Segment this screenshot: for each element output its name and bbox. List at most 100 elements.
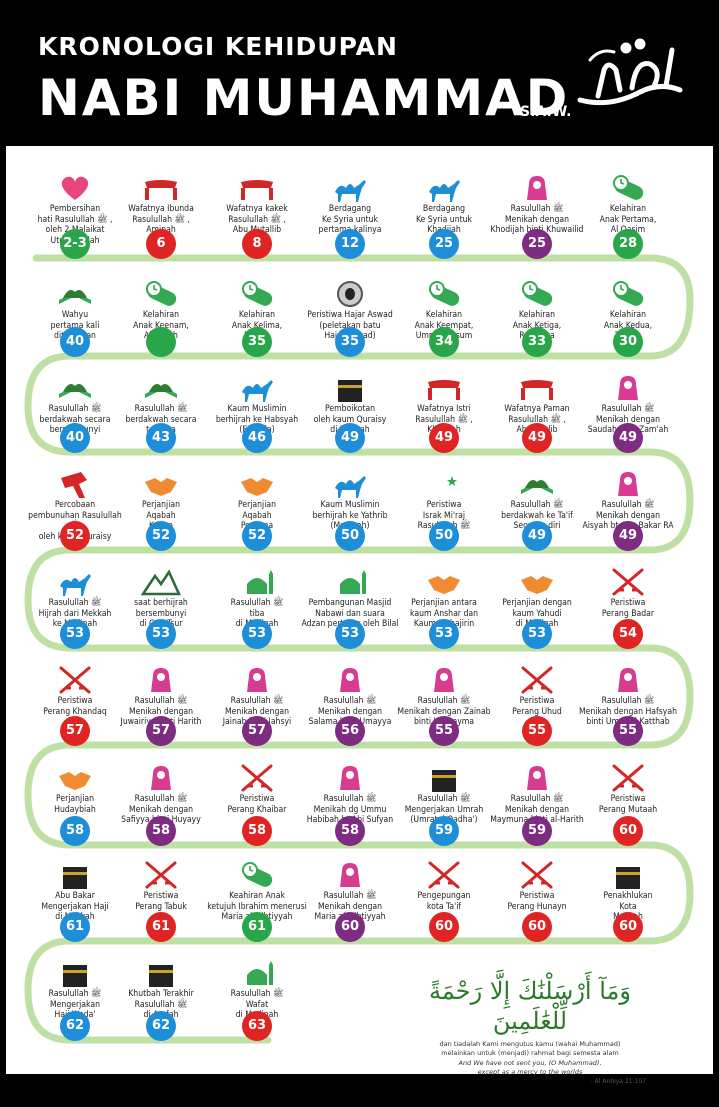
age-badge: 8	[242, 229, 272, 259]
timeline-event: Rasulullah ﷺ berdakwah ke Ta'if Seorang …	[492, 468, 582, 618]
timeline-event: Rasulullah ﷺ Mengerjakan Umrah (Umratul …	[399, 762, 489, 912]
title-line-2: NABI MUHAMMAD	[38, 69, 570, 127]
bride-icon	[247, 668, 267, 692]
timeline-event: Kaum Muslimin berhijrah ke Habsyah (Etho…	[212, 372, 302, 522]
verse-english: And We have not sent you, (O Muhammad), …	[458, 1059, 602, 1076]
timeline-event: Peristiwa Perang Badar 54	[583, 566, 673, 716]
event-label: Wafatnya kakek Rasulullah ﷺ , Abu Mutall…	[226, 204, 288, 235]
age-badge: 58	[60, 816, 90, 846]
timeline-event: Rasulullah ﷺ Menikah dengan Jainab binti…	[212, 664, 302, 814]
age-badge: 53	[335, 619, 365, 649]
age-badge	[146, 327, 176, 357]
kaaba-icon	[63, 867, 87, 889]
age-badge: 53	[60, 619, 90, 649]
handshake-icon	[428, 576, 460, 594]
handshake-icon	[59, 772, 91, 790]
age-badge: 49	[335, 423, 365, 453]
header: KRONOLOGI KEHIDUPAN NABI MUHAMMAD S.A.W.	[0, 0, 719, 146]
timeline-event: Peristiwa Perang Uhud 55	[492, 664, 582, 814]
timeline-event: Berdagang Ke Syria untuk pertama kalinya…	[305, 172, 395, 322]
event-label: Peristiwa Perang Khandaq	[43, 696, 107, 717]
swords-icon	[241, 764, 273, 792]
swords-icon	[521, 666, 553, 694]
age-badge: 58	[242, 816, 272, 846]
age-badge: 33	[522, 327, 552, 357]
quran-verse: وَمَآ أَرْسَلْنَٰكَ إِلَّا رَحْمَةً لِّل…	[400, 976, 660, 1085]
event-label: Berdagang Ke Syria untuk pertama kalinya	[318, 204, 382, 235]
muhammad-calligraphy-icon	[577, 38, 683, 106]
timeline-event: Abu Bakar Mengerjakan Haji di Mekkah61	[30, 859, 120, 1009]
kaaba-icon	[149, 965, 173, 987]
kaaba-icon	[432, 770, 456, 792]
age-badge: 60	[429, 912, 459, 942]
handshake-icon	[241, 478, 273, 496]
kaaba-icon	[63, 965, 87, 987]
age-badge: 35	[242, 327, 272, 357]
age-badge: 43	[146, 423, 176, 453]
timeline-event: Perjanjian Aqabah Pertama52	[212, 468, 302, 618]
timeline-event: Percobaan pembunuhan Rasulullah ﷺ oleh k…	[28, 468, 122, 618]
mountain-icon	[141, 569, 181, 596]
attack-icon	[61, 472, 87, 498]
timeline-event: Rasulullah ﷺ Menikah dg Ummu Habibah bt …	[305, 762, 395, 912]
age-badge: 53	[522, 619, 552, 649]
age-badge: 58	[335, 816, 365, 846]
timeline-event: Rasulullah ﷺ Menikah dengan Aisyah bt Ab…	[582, 468, 674, 618]
age-badge: 35	[335, 327, 365, 357]
age-badge: 40	[60, 423, 90, 453]
age-badge: 63	[242, 1011, 272, 1041]
quran-icon	[59, 290, 91, 304]
event-label: Peristiwa Perang Badar	[601, 598, 655, 619]
event-label: Perjanjian Hudaybiah	[54, 794, 96, 815]
timeline-event: Kelahiran Anak Ketiga, Ruqaiyya33	[492, 278, 582, 428]
age-badge: 49	[522, 423, 552, 453]
kaaba-icon	[338, 380, 362, 402]
swords-icon	[145, 861, 177, 889]
age-badge: 49	[613, 423, 643, 453]
bride-icon	[618, 472, 638, 496]
timeline-event: Rasulullah ﷺ Menikah dengan Maria al-Qib…	[305, 859, 395, 1009]
coffin-icon	[145, 180, 177, 200]
kaaba-icon	[616, 867, 640, 889]
timeline-event: Rasulullah ﷺ berdakwah secara terbuka43	[116, 372, 206, 522]
swords-icon	[612, 568, 644, 596]
swords-icon	[521, 861, 553, 889]
timeline-event: Peristiwa Perang Mutaah 60	[583, 762, 673, 912]
age-badge: 49	[429, 423, 459, 453]
baby-icon	[146, 281, 177, 306]
event-label: Peristiwa Perang Mutaah	[598, 794, 658, 815]
timeline-event: Kelahiran Anak Kelima, Fatima35	[212, 278, 302, 428]
age-badge: 50	[335, 521, 365, 551]
camel-icon	[429, 180, 460, 202]
timeline-event: Peristiwa Perang Khandaq 57	[30, 664, 120, 814]
age-badge: 34	[429, 327, 459, 357]
age-badge: 53	[429, 619, 459, 649]
baby-icon	[242, 281, 273, 306]
moon-icon	[434, 474, 457, 494]
age-badge: 55	[613, 716, 643, 746]
timeline-event: Wafatnya Istri Rasulullah ﷺ , Khadijah49	[399, 372, 489, 522]
age-badge: 52	[242, 521, 272, 551]
baby-icon	[522, 281, 553, 306]
age-badge: 25	[522, 229, 552, 259]
age-badge: 25	[429, 229, 459, 259]
bride-icon	[340, 863, 360, 887]
age-badge: 55	[522, 716, 552, 746]
timeline-event: Peristiwa Perang Tabuk 61	[116, 859, 206, 1009]
event-label: Rasulullah ﷺ Mengerjakan Umrah (Umratul …	[404, 794, 484, 825]
age-badge: 49	[522, 521, 552, 551]
bride-icon	[434, 668, 454, 692]
coffin-icon	[241, 180, 273, 200]
age-badge: 55	[429, 716, 459, 746]
camel-icon	[335, 180, 366, 202]
bride-icon	[340, 668, 360, 692]
age-badge: 60	[613, 816, 643, 846]
verse-arabic: وَمَآ أَرْسَلْنَٰكَ إِلَّا رَحْمَةً لِّل…	[429, 977, 631, 1035]
camel-icon	[242, 380, 273, 402]
age-badge: 53	[242, 619, 272, 649]
timeline-event: Pengepungan kota Ta'if 60	[399, 859, 489, 1009]
verse-indonesian: dan tiadalah Kami mengutus kamu (wahai M…	[439, 1040, 621, 1057]
event-label: Peristiwa Perang Tabuk	[135, 891, 187, 912]
